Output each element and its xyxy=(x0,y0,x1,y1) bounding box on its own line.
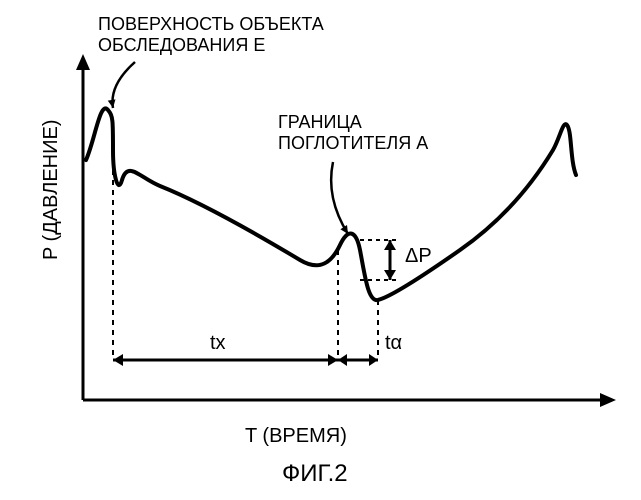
annotation-absorber: ГРАНИЦА ПОГЛОТИТЕЛЯ A xyxy=(278,112,428,153)
annotation-surface: ПОВЕРХНОСТЬ ОБЪЕКТА ОБСЛЕДОВАНИЯ E xyxy=(98,14,324,55)
y-axis-label: P (ДАВЛЕНИЕ) xyxy=(40,120,63,260)
figure-caption: ФИГ.2 xyxy=(282,460,348,488)
talpha-label: tα xyxy=(385,332,402,355)
tx-label: tx xyxy=(210,332,226,355)
delta-p-label: ΔP xyxy=(405,245,432,268)
x-axis-label: T (ВРЕМЯ) xyxy=(245,425,347,448)
